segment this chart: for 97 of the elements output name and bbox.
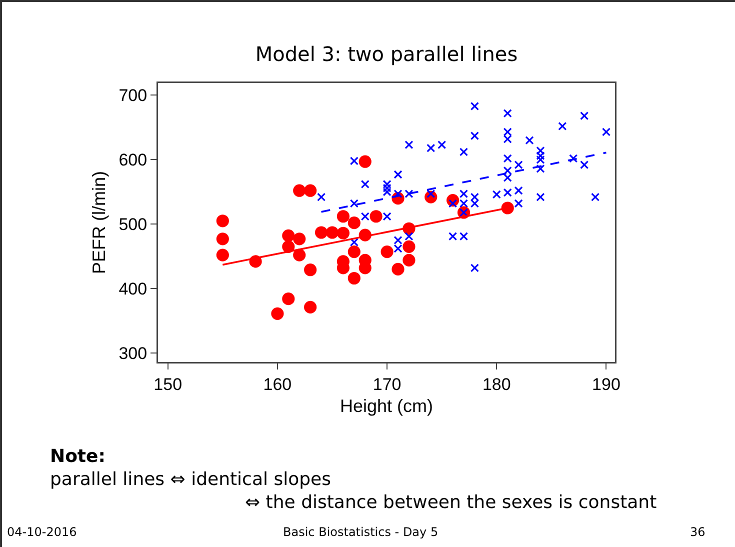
- y-axis-title: PEFR (l/min): [89, 171, 110, 274]
- point: [459, 232, 468, 241]
- point: [459, 148, 468, 156]
- text: parallel lines ⇔ identical slopes: [50, 469, 331, 490]
- point: [503, 128, 512, 136]
- point: [282, 240, 295, 253]
- point: [216, 248, 229, 262]
- point: [382, 188, 392, 196]
- point: [525, 136, 534, 145]
- point: [536, 155, 545, 164]
- point: [536, 164, 545, 173]
- y-tick-label: 500: [118, 215, 148, 234]
- point: [382, 184, 392, 192]
- point: [438, 140, 446, 150]
- x-axis-title: Height (cm): [340, 396, 434, 416]
- point: [358, 155, 372, 168]
- point: [394, 244, 402, 253]
- point: [336, 210, 350, 223]
- point: [370, 210, 382, 223]
- point: [404, 190, 414, 198]
- point: [348, 216, 360, 230]
- point: [459, 199, 468, 208]
- point: [404, 232, 414, 241]
- text: 36: [690, 525, 706, 539]
- point: [348, 246, 360, 258]
- point: [293, 232, 306, 246]
- chart-title: Model 3: two parallel lines: [255, 42, 518, 66]
- y-tick-label: 400: [118, 280, 148, 298]
- point: [503, 108, 512, 118]
- point: [350, 199, 358, 208]
- x-tick-label: 150: [154, 374, 182, 394]
- point: [470, 132, 480, 140]
- point: [314, 226, 328, 239]
- point: [216, 214, 229, 228]
- point: [380, 246, 394, 258]
- y-tick-label: 700: [118, 86, 148, 106]
- point: [514, 199, 523, 208]
- point: [304, 184, 317, 197]
- point: [348, 272, 360, 285]
- text: Basic Biostatistics - Day 5: [283, 525, 438, 539]
- point: [382, 180, 392, 188]
- point: [501, 202, 514, 214]
- point: [503, 188, 512, 197]
- text: ⇔ the distance between the sexes is constant: [245, 492, 657, 513]
- point: [350, 238, 358, 246]
- point: [316, 192, 326, 202]
- point: [402, 254, 416, 266]
- point: [558, 122, 567, 130]
- point: [282, 229, 295, 242]
- point: [492, 190, 501, 199]
- point: [536, 146, 545, 155]
- point: [271, 307, 284, 320]
- point: [426, 144, 436, 152]
- point: [569, 154, 578, 163]
- point: [514, 160, 523, 170]
- point: [536, 152, 545, 160]
- point: [580, 160, 589, 170]
- text: Note:: [50, 446, 106, 467]
- point: [503, 166, 512, 175]
- point: [402, 240, 416, 253]
- point: [514, 186, 523, 195]
- point: [382, 212, 392, 221]
- x-tick-label: 180: [482, 374, 511, 394]
- point: [360, 180, 370, 188]
- point: [503, 154, 512, 163]
- point: [470, 102, 480, 110]
- point: [470, 264, 480, 272]
- y-tick-label: 300: [118, 344, 148, 363]
- point: [503, 173, 512, 182]
- point: [394, 170, 402, 179]
- point: [360, 212, 370, 221]
- point: [459, 190, 468, 198]
- point: [590, 192, 600, 202]
- text: 04-10-2016: [7, 525, 77, 539]
- point: [392, 262, 404, 276]
- point: [470, 192, 480, 202]
- point: [282, 292, 295, 306]
- point: [503, 134, 512, 144]
- point: [404, 140, 414, 150]
- point: [304, 264, 317, 276]
- point: [293, 184, 306, 197]
- point: [448, 232, 458, 241]
- point: [470, 199, 480, 208]
- point: [580, 112, 589, 120]
- point: [602, 128, 611, 136]
- point: [394, 236, 402, 245]
- point: [350, 156, 358, 166]
- point: [336, 226, 350, 240]
- point: [304, 300, 317, 314]
- point: [216, 232, 229, 246]
- x-tick-label: 170: [372, 374, 402, 394]
- point: [293, 248, 306, 262]
- point: [326, 226, 339, 239]
- x-tick-label: 160: [263, 374, 292, 394]
- x-tick-label: 190: [592, 374, 620, 394]
- point: [536, 192, 545, 202]
- y-tick-label: 600: [118, 150, 148, 170]
